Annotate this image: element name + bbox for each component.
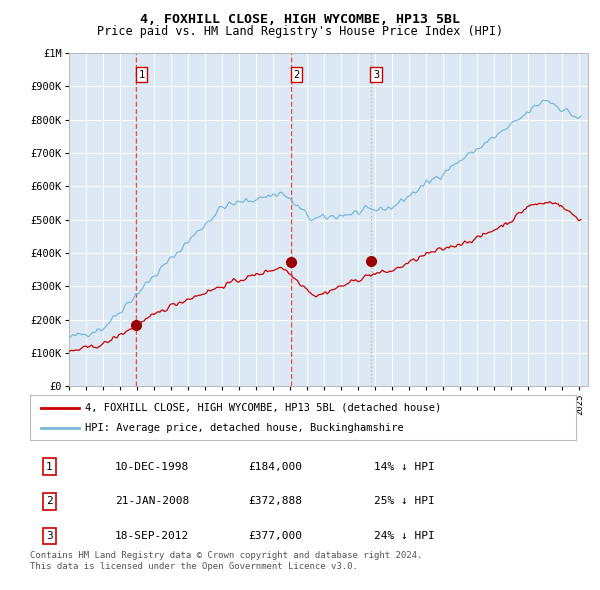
Text: 1: 1: [46, 461, 52, 471]
Text: This data is licensed under the Open Government Licence v3.0.: This data is licensed under the Open Gov…: [30, 562, 358, 571]
Text: £372,888: £372,888: [248, 496, 302, 506]
Text: 25% ↓ HPI: 25% ↓ HPI: [374, 496, 435, 506]
Text: 3: 3: [46, 532, 52, 542]
Text: £377,000: £377,000: [248, 532, 302, 542]
Text: 21-JAN-2008: 21-JAN-2008: [115, 496, 189, 506]
Text: Contains HM Land Registry data © Crown copyright and database right 2024.: Contains HM Land Registry data © Crown c…: [30, 550, 422, 559]
Text: £184,000: £184,000: [248, 461, 302, 471]
Text: 4, FOXHILL CLOSE, HIGH WYCOMBE, HP13 5BL: 4, FOXHILL CLOSE, HIGH WYCOMBE, HP13 5BL: [140, 13, 460, 26]
Text: 24% ↓ HPI: 24% ↓ HPI: [374, 532, 435, 542]
Text: Price paid vs. HM Land Registry's House Price Index (HPI): Price paid vs. HM Land Registry's House …: [97, 25, 503, 38]
Text: 2: 2: [46, 496, 52, 506]
Text: 18-SEP-2012: 18-SEP-2012: [115, 532, 189, 542]
Text: 1: 1: [139, 70, 145, 80]
Text: 14% ↓ HPI: 14% ↓ HPI: [374, 461, 435, 471]
Text: 2: 2: [293, 70, 300, 80]
Text: 3: 3: [373, 70, 379, 80]
Text: 4, FOXHILL CLOSE, HIGH WYCOMBE, HP13 5BL (detached house): 4, FOXHILL CLOSE, HIGH WYCOMBE, HP13 5BL…: [85, 403, 441, 412]
Text: HPI: Average price, detached house, Buckinghamshire: HPI: Average price, detached house, Buck…: [85, 424, 403, 434]
Text: 10-DEC-1998: 10-DEC-1998: [115, 461, 189, 471]
